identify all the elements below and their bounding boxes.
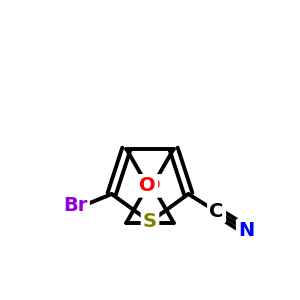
Text: Br: Br bbox=[63, 196, 88, 215]
Text: O: O bbox=[139, 176, 156, 195]
Text: O: O bbox=[144, 176, 161, 195]
Text: N: N bbox=[238, 221, 254, 240]
Text: C: C bbox=[209, 202, 224, 221]
Text: S: S bbox=[143, 212, 157, 231]
